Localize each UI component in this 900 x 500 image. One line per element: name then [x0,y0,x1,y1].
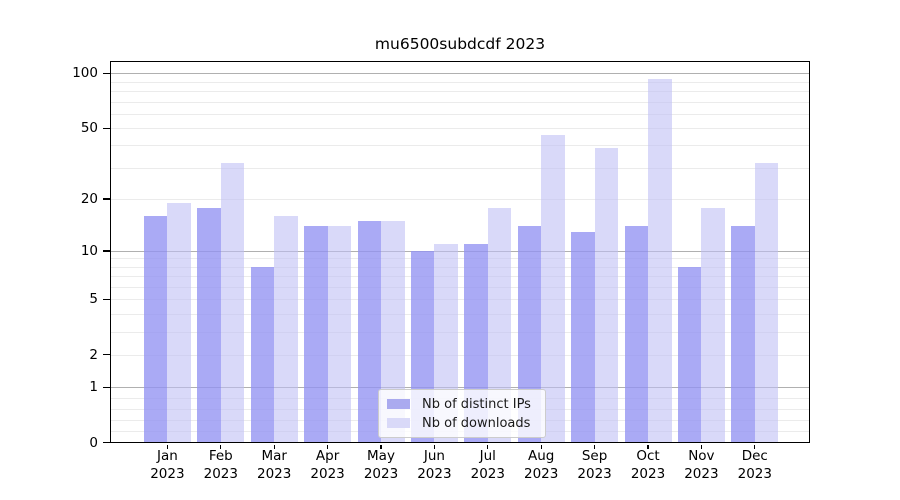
bar-distinct-ips-nov [677,267,702,443]
y-tick [103,127,110,129]
y-tick-label: 20 [80,190,98,207]
x-tick-label: Jan 2023 [150,448,185,482]
bar-downloads-aug [541,135,565,443]
gridline-minor [110,313,810,315]
x-tick-label: Mar 2023 [257,448,292,482]
gridline-minor [110,286,810,288]
bar-downloads-mar [274,216,298,443]
gridline-minor [110,91,810,92]
gridline-minor [110,266,810,268]
x-tick [754,444,756,449]
x-tick-label: May 2023 [363,448,399,482]
gridline-minor [110,354,810,356]
y-tick-label: 10 [80,242,98,259]
gridline-minor [110,101,810,103]
gridline-minor [110,276,810,278]
y-tick-label: 0 [89,434,98,451]
bar-distinct-ips-apr [304,226,328,443]
x-tick [593,444,596,449]
x-tick [220,444,222,449]
plot-area [110,61,810,443]
legend-label-distinct-ips: Nb of distinct IPs [422,396,531,412]
y-tick-label: 50 [80,120,98,136]
gridline-minor [110,167,810,169]
x-tick [326,444,329,449]
bar-distinct-ips-feb [197,207,221,443]
legend-swatch-downloads-icon [387,418,410,428]
y-tick [103,442,110,444]
legend-label-downloads: Nb of downloads [422,415,531,431]
x-tick-label: Apr 2023 [310,448,345,482]
y-tick [103,250,110,252]
bar-downloads-dec [754,163,779,443]
gridline-minor [110,81,810,83]
bar-distinct-ips-mar [250,267,275,443]
x-tick-label: Nov 2023 [684,448,719,482]
y-tick [103,198,110,200]
gridline-minor [110,128,810,129]
chart-title: mu6500subdcdf 2023 [374,35,546,53]
gridline-minor [110,299,810,301]
x-tick [700,444,703,449]
y-tick-label: 5 [89,291,98,308]
x-tick-label: Sep 2023 [577,448,612,482]
gridline-major [110,73,810,75]
gridline-major [110,387,810,389]
gridline-minor [110,113,810,115]
gridline-major [110,250,810,252]
gridline-minor [110,331,810,333]
bar-downloads-feb [220,163,245,443]
bar-distinct-ips-dec [731,226,755,443]
y-tick [103,298,110,301]
bar-distinct-ips-jan [143,216,168,443]
bar-downloads-apr [327,226,352,443]
bar-downloads-sep [594,147,619,443]
bar-downloads-may [381,221,405,443]
legend-swatch-distinct-ips-icon [387,399,410,409]
x-tick [647,444,649,449]
x-tick-label: Dec 2023 [737,448,772,482]
x-tick-label: Feb 2023 [203,448,238,482]
x-tick [433,444,436,449]
x-tick-label: Aug 2023 [524,448,559,482]
bar-distinct-ips-aug [517,226,542,443]
y-tick-label: 1 [89,379,98,396]
y-tick-label: 100 [72,65,98,82]
bar-downloads-oct [648,78,672,443]
x-tick-label: Oct 2023 [630,448,666,482]
x-tick-label: Jul 2023 [470,448,505,482]
x-tick [540,444,542,449]
gridline-minor [110,198,810,200]
bar-distinct-ips-oct [624,226,648,443]
x-tick-label: Jun 2023 [417,448,452,482]
bar-distinct-ips-may [357,221,381,443]
bar-downloads-nov [701,207,725,443]
y-tick [103,72,110,75]
gridline-minor [110,258,810,260]
legend-item-downloads: Nb of downloads [387,416,537,431]
x-tick [487,444,489,449]
x-tick [380,444,382,449]
y-tick [103,354,110,356]
legend-item-distinct-ips: Nb of distinct IPs [387,397,537,412]
gridline-minor [110,145,810,147]
bar-distinct-ips-sep [571,231,595,443]
bar-downloads-jan [167,203,191,443]
x-tick [273,444,275,449]
bar-downloads-jul [487,207,512,443]
y-tick-label: 2 [89,346,98,363]
x-tick [166,444,169,449]
y-tick [103,386,110,388]
legend: Nb of distinct IPs Nb of downloads [378,389,546,438]
